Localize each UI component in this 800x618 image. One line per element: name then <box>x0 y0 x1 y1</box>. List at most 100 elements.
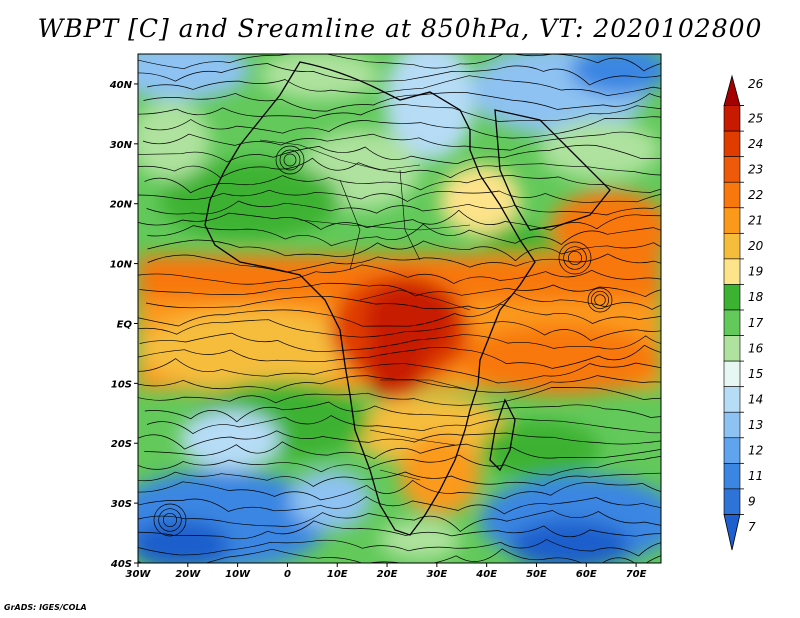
colorbar-swatch <box>723 181 741 209</box>
colorbar-label: 25 <box>748 111 763 125</box>
latitude-axis: 40N 30N 20N 10N EQ 10S 20S 30S 40S <box>109 80 138 570</box>
streamline <box>138 510 661 532</box>
lon-tick-label: 60E <box>576 569 597 580</box>
colorbar-swatch <box>723 284 741 311</box>
grads-credit: GrADS: IGES/COLA <box>4 603 87 612</box>
streamline-vortex <box>594 294 606 306</box>
colorbar-label: 11 <box>748 469 763 483</box>
streamline <box>138 209 661 231</box>
streamline <box>147 253 661 273</box>
lat-tick-label: 30N <box>110 140 133 151</box>
streamline-vortex <box>590 290 610 310</box>
streamline <box>138 144 661 165</box>
lat-tick-label: 30S <box>111 499 132 510</box>
colorbar-label: 9 <box>748 495 756 509</box>
lat-tick-label: 10S <box>111 379 132 390</box>
colorbar-swatch <box>723 386 741 413</box>
colorbar-label: 26 <box>748 77 764 91</box>
lon-tick-label: 70E <box>626 569 647 580</box>
lat-tick-label: 40N <box>109 80 133 91</box>
streamline <box>144 116 661 139</box>
colorbar-swatch <box>723 207 741 234</box>
wbpt-field <box>138 54 661 563</box>
colorbar-label: 24 <box>748 137 763 151</box>
colorbar-swatch <box>723 258 741 285</box>
streamline <box>138 430 661 450</box>
streamline <box>145 292 661 310</box>
streamline <box>147 75 661 96</box>
colorbar-label: 13 <box>748 418 763 432</box>
colorbar-label: 21 <box>748 214 763 228</box>
lon-tick-label: 30E <box>426 569 447 580</box>
streamline-vortex <box>283 153 297 167</box>
lon-tick-label: 50E <box>526 569 547 580</box>
streamline <box>138 319 661 342</box>
streamline-vortex <box>153 503 187 537</box>
colorbar-label: 19 <box>748 265 763 279</box>
colorbar-bottom-arrow <box>723 514 741 551</box>
streamline-vortex <box>567 250 583 266</box>
streamline <box>138 358 661 384</box>
streamline-vortex <box>158 508 182 532</box>
colorbar-swatch <box>723 411 741 439</box>
streamline-vortex <box>558 241 592 275</box>
colorbar-swatch <box>723 335 741 362</box>
colorbar-swatch <box>723 156 741 183</box>
colorbar-label: 23 <box>748 162 763 176</box>
chart-title: WBPT [C] and Sreamline at 850hPa, VT: 20… <box>37 14 763 43</box>
streamline <box>138 264 661 285</box>
lat-tick-label: 10N <box>110 260 133 271</box>
streamline <box>138 471 661 487</box>
colorbar-swatch <box>723 360 741 387</box>
streamline <box>146 415 661 435</box>
map-border <box>137 53 662 564</box>
colorbar-label: 12 <box>748 444 763 458</box>
streamline <box>138 479 661 501</box>
streamline <box>138 375 661 393</box>
colorbar-label: 20 <box>748 239 764 253</box>
lat-tick-label: 20N <box>110 200 133 211</box>
streamline <box>138 54 661 72</box>
colorbar-swatch <box>723 130 741 157</box>
streamline <box>138 104 661 122</box>
colorbar-label: 7 <box>748 520 756 534</box>
lon-tick-label: 40E <box>475 569 497 580</box>
streamline <box>139 282 661 297</box>
streamline <box>138 520 661 540</box>
colorbar-swatch <box>723 105 741 132</box>
colorbar: 26 25 24 23 22 21 20 19 18 17 16 15 14 13 12 11 9 7 <box>723 74 764 551</box>
longitude-axis: 30W 20W 10W 0 10E 20E 30E 40E 50E 60E 70E <box>126 563 647 580</box>
streamline-vortex <box>587 287 613 313</box>
colorbar-label: 15 <box>748 367 763 381</box>
coastline <box>204 61 611 536</box>
colorbar-swatch <box>723 463 741 490</box>
colorbar-label: 18 <box>748 290 764 304</box>
streamline <box>147 223 661 247</box>
country-borders <box>259 139 471 481</box>
streamline-vortex <box>162 512 178 528</box>
streamline-vortex <box>279 149 301 171</box>
streamline <box>138 63 661 86</box>
lat-tick-label: 20S <box>111 439 132 450</box>
colorbar-swatch <box>723 488 741 515</box>
streamline <box>138 548 661 563</box>
lon-tick-label: 20W <box>175 569 201 580</box>
streamline <box>144 441 661 460</box>
streamline-vortex <box>275 145 305 175</box>
lon-tick-label: 10E <box>327 569 348 580</box>
lon-tick-label: 10W <box>225 569 251 580</box>
streamline <box>138 496 661 515</box>
colorbar-top-arrow <box>723 74 741 106</box>
streamline <box>144 401 661 423</box>
streamline-vortex <box>563 246 587 270</box>
lat-tick-label: EQ <box>117 319 133 330</box>
lon-tick-label: 20E <box>377 569 398 580</box>
colorbar-label: 22 <box>748 188 763 202</box>
streamline <box>138 303 661 327</box>
colorbar-swatch <box>723 437 741 464</box>
streamline <box>138 454 661 476</box>
streamline <box>138 189 661 203</box>
streamline <box>139 332 661 353</box>
lon-tick-label: 30W <box>126 569 152 580</box>
